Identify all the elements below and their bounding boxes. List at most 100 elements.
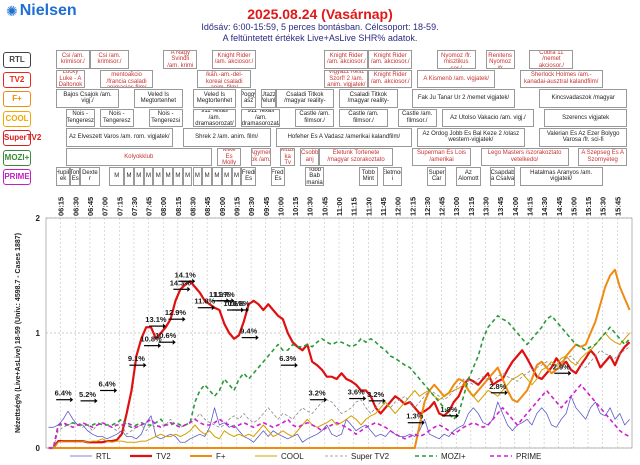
program-block[interactable]: Az Utolso Vakacio /am. vigj./	[441, 108, 535, 127]
program-title: Vigyazz Kesz Szorf! 2 /am. anim. vigjate…	[327, 69, 366, 88]
annotation-arrow	[255, 335, 259, 341]
program-block[interactable]: Eletunk Tortenete /magyar szorakoztato	[319, 147, 393, 166]
program-block[interactable]: Nois - Tengeresz	[99, 108, 134, 127]
x-tick-label: 14:30	[540, 197, 549, 216]
program-block[interactable]: Az Elveszett Varos /am. rom. vigjatek/	[65, 128, 173, 147]
program-block[interactable]: Nois - Tengerezsi	[148, 108, 183, 127]
program-block[interactable]: Poggy asz	[241, 89, 256, 108]
program-block[interactable]: Bajos Csajok /am. vigj./	[55, 89, 120, 108]
program-block[interactable]: Csi /am. krimisor./	[55, 50, 90, 69]
program-block[interactable]: Castle /am. filmsor./	[397, 108, 437, 127]
program-block[interactable]: Castle /am. filmsor./	[339, 108, 388, 127]
program-block[interactable]: Lucky Luke - A Daltonok	[55, 69, 86, 88]
program-block[interactable]: Vigyazz Kesz Szorf! 2 /am. anim. vigjate…	[324, 69, 369, 88]
program-block[interactable]: Lego Masters /szorakoztato vetelkedo/	[480, 147, 569, 166]
cool-logo-icon: COOL	[3, 110, 31, 127]
program-block[interactable]: Dexte r	[80, 167, 100, 186]
program-block[interactable]: M	[109, 167, 125, 186]
program-block[interactable]: Tom Es	[70, 167, 81, 186]
program-block[interactable]: M	[182, 167, 193, 186]
filmplus-logo-icon: F+	[3, 91, 31, 107]
program-block[interactable]: Nois - Tengeresz	[65, 108, 95, 127]
program-title: Fredi Es	[271, 169, 285, 183]
program-block[interactable]: Tobb Bab mania	[304, 167, 325, 186]
program-block[interactable]: Shrek 2 /am. anim. film/	[182, 128, 271, 147]
program-block[interactable]: A Renitens Nyomoz /fr. misztikus sor./	[436, 50, 476, 69]
program-block[interactable]: Dzsungel-mentoakcio /francia csaladi ani…	[99, 69, 154, 88]
program-block[interactable]: Agymen ok /am.	[251, 147, 271, 166]
program-block[interactable]: Kincsvadaszok /magyar	[539, 89, 628, 108]
program-block[interactable]: Utazz Velunk	[260, 89, 276, 108]
program-block[interactable]: Castle /am. filmsor./	[295, 108, 335, 127]
series-line-supertv2	[48, 346, 630, 449]
program-block[interactable]: M	[202, 167, 213, 186]
program-block[interactable]: Veled Is Megtortenhet	[133, 89, 183, 108]
program-block[interactable]: Csapdab a Csalva	[490, 167, 515, 186]
program-block[interactable]: Sherlock Holmes /am.-kanadai-ausztral ka…	[519, 69, 603, 88]
program-title: Fak Ju Tanar Ur 2 /nemet vigjatek/	[417, 95, 510, 101]
program-title: Dexte r	[82, 169, 98, 183]
annotation-arrow	[172, 339, 176, 345]
program-title: Mogyoro-meló 2 /kan.-am.-del-koreai csal…	[203, 70, 246, 87]
program-title: A Szepseg Es A Szornyeteg	[581, 150, 625, 163]
program-block[interactable]: Mike Es Molly	[216, 147, 242, 166]
program-title: Lego Masters /szorakoztato vetelkedo/	[487, 150, 562, 163]
program-block[interactable]: Knight Rider /am. akciosor./	[212, 50, 256, 69]
program-block[interactable]: Valerian Es Az Ezer Bolygo Varosa /fr. s…	[539, 128, 628, 147]
program-title: Cobra 11 /nemet akciosor./	[538, 50, 565, 69]
program-block[interactable]: M	[143, 167, 154, 186]
annotation-label: 1.3%	[406, 412, 423, 421]
program-block[interactable]: Muzli ka Tv	[280, 147, 296, 166]
program-block[interactable]: Az Alomott	[456, 167, 481, 186]
program-block[interactable]: A Kismenö /am. vigjatek/	[417, 69, 496, 88]
program-block[interactable]: M	[212, 167, 222, 186]
program-block[interactable]: Fredi Es	[241, 167, 256, 186]
program-block[interactable]: Superman Es Lois /amerikai	[412, 147, 471, 166]
program-block[interactable]: A Renitens Nyomoz /fr	[485, 50, 515, 69]
program-title: Mike Es Molly	[222, 147, 237, 166]
program-block[interactable]: M	[163, 167, 173, 186]
program-block[interactable]: Mogyoro-meló 2 /kan.-am.-del-koreai csal…	[197, 69, 252, 88]
program-block[interactable]: Super Car	[426, 167, 447, 186]
program-block[interactable]: Szerencs vigjatek	[544, 108, 628, 127]
program-block[interactable]: Knight Rider /am. akciosor./	[368, 69, 413, 88]
program-block[interactable]: Hupik ek	[55, 167, 71, 186]
program-block[interactable]: Csaladi Titkok /magyar reality-	[339, 89, 398, 108]
program-block[interactable]: M	[153, 167, 164, 186]
program-block[interactable]: A Szepseg Es A Szornyeteg	[578, 147, 628, 166]
legend-label: PRIME	[516, 452, 541, 461]
program-title: Tobb Bab mania	[306, 167, 323, 186]
program-block[interactable]: Csaladi Titkok /magyar reality-	[275, 89, 335, 108]
annotation-label: 14.1%	[175, 270, 197, 279]
program-block[interactable]: M	[192, 167, 203, 186]
program-block[interactable]: Hofeher Es A Vadasz /amerikai kalandfilm…	[275, 128, 413, 147]
program-block[interactable]: A Nagy Svindli /am. krimi	[163, 50, 198, 69]
program-block[interactable]: Cobra 11 /nemet akciosor./	[529, 50, 574, 69]
x-tick-label: 13:30	[482, 197, 491, 216]
program-block[interactable]: 911 Texas /am. dramasorozat/	[192, 108, 237, 127]
program-block[interactable]: Csi /am. krimisor./	[89, 50, 129, 69]
program-block[interactable]: Fak Ju Tanar Ur 2 /nemet vigjatek/	[412, 89, 515, 108]
program-block[interactable]: Tobb Mint	[358, 167, 379, 186]
program-block[interactable]: Fredi Es	[270, 167, 286, 186]
program-block[interactable]: Kolyokklub	[65, 147, 213, 166]
program-block[interactable]: Hatalmas Aranyos /am. vigjatek/	[519, 167, 603, 186]
program-block[interactable]: Knight Rider /am. akciosor./	[368, 50, 413, 69]
program-block[interactable]: M	[133, 167, 144, 186]
program-block[interactable]: Knight Rider /am. akciosor./	[324, 50, 369, 69]
program-block[interactable]: M	[124, 167, 134, 186]
program-block[interactable]: M	[231, 167, 242, 186]
program-block[interactable]: M	[221, 167, 232, 186]
annotation-arrow	[421, 420, 425, 426]
program-block[interactable]: Csobb anj	[299, 147, 320, 166]
annotation-label: 6.4%	[55, 389, 72, 398]
program-block[interactable]: 911 Texas /am. dramasorozat/	[241, 108, 281, 127]
x-tick-label: 10:00	[276, 197, 285, 216]
program-block[interactable]: M	[172, 167, 183, 186]
program-block[interactable]: Az Ordog Jobb Es Bal Keze 2 /olasz weste…	[417, 128, 525, 147]
program-title: Castle /am. filmsor./	[401, 111, 433, 124]
program-block[interactable]: Eletmod i	[382, 167, 403, 186]
program-title: Fredi Es	[241, 169, 256, 183]
program-block[interactable]: Veled Is Megtortenhet	[192, 89, 237, 108]
